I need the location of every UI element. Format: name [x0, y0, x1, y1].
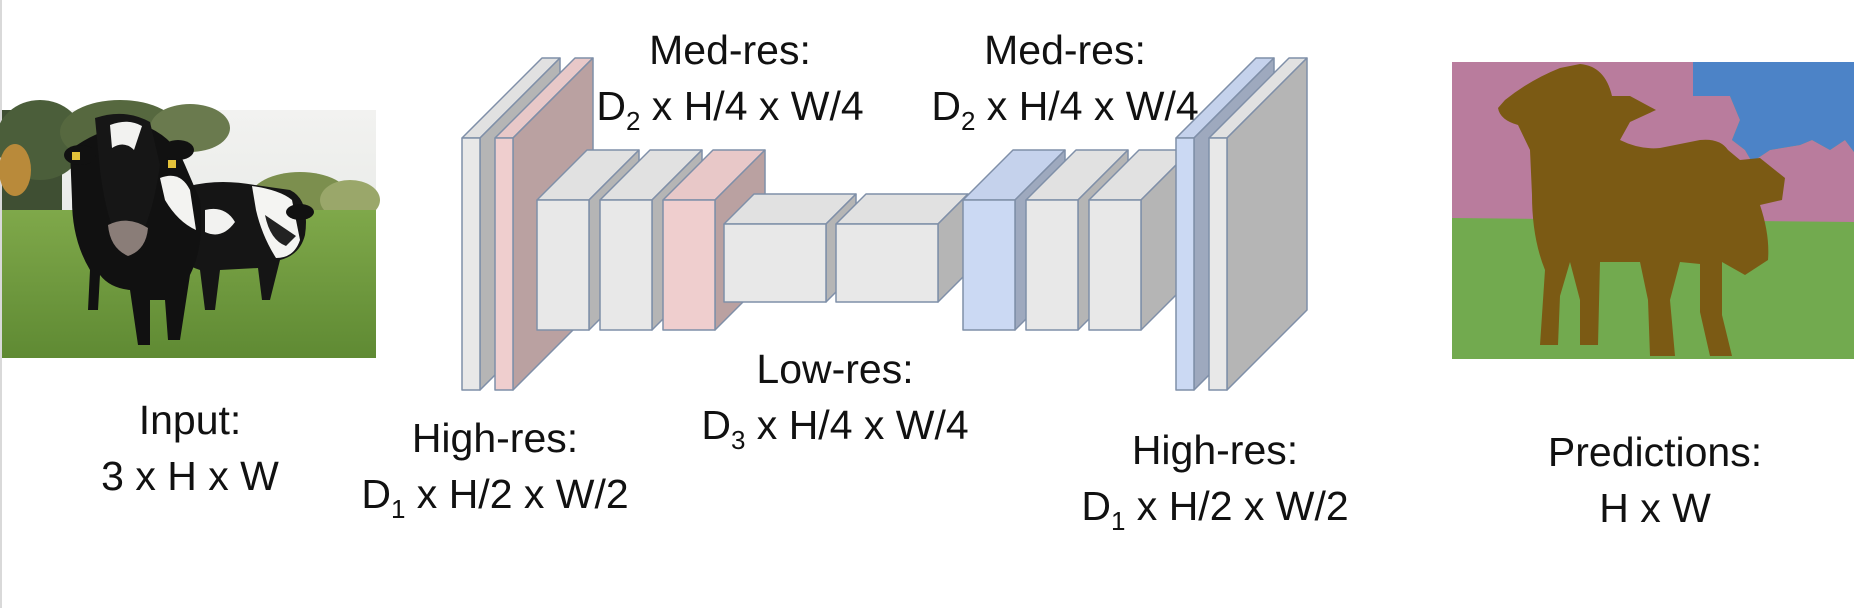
lowres-title: Low-res: — [756, 346, 914, 392]
dim-symbol: D — [596, 83, 626, 129]
predictions-title: Predictions: — [1547, 429, 1763, 475]
medres-right-title: Med-res: — [984, 27, 1146, 73]
input-dims: 3 x H x W — [101, 453, 279, 499]
block-enc-med-1-front-face — [536, 199, 590, 331]
lowres-dims-line: D3 x H/4 x W/4 — [680, 397, 990, 453]
dim-text: x H/4 x W/4 — [975, 83, 1199, 129]
prediction-map — [1452, 62, 1854, 359]
dim-text: x H/2 x W/2 — [1125, 483, 1349, 529]
medres-right-caption: Med-res: D2 x H/4 x W/4 — [910, 22, 1220, 134]
lowres-caption: Low-res: D3 x H/4 x W/4 — [680, 341, 990, 453]
block-dec-med-1-front-face — [962, 199, 1016, 331]
block-low-2-front-face — [835, 223, 939, 303]
predictions-dims: H x W — [1599, 485, 1711, 531]
dim-subscript: 1 — [390, 494, 406, 524]
seg-region-blue — [1693, 62, 1854, 162]
block-enc-med-2-front-face — [599, 199, 653, 331]
dim-symbol: D — [931, 83, 961, 129]
block-enc-high-2-front-face — [494, 137, 514, 391]
highres-right-caption: High-res: D1 x H/2 x W/2 — [1055, 422, 1375, 534]
dim-text: x H/2 x W/2 — [405, 471, 629, 517]
highres-right-dims-line: D1 x H/2 x W/2 — [1055, 478, 1375, 534]
dim-subscript: 1 — [1110, 506, 1126, 536]
highres-left-caption: High-res: D1 x H/2 x W/2 — [335, 410, 655, 522]
dim-symbol: D — [701, 402, 731, 448]
block-enc-high-1-front-face — [461, 137, 481, 391]
dim-text: x H/4 x W/4 — [745, 402, 969, 448]
block-dec-med-3-front-face — [1088, 199, 1142, 331]
dim-text: x H/4 x W/4 — [640, 83, 864, 129]
dim-subscript: 2 — [625, 106, 641, 136]
seg-region-brown — [1498, 64, 1785, 356]
medres-right-dims-line: D2 x H/4 x W/4 — [910, 78, 1220, 134]
block-dec-med-2-front-face — [1025, 199, 1079, 331]
input-photo — [0, 100, 380, 358]
block-dec-high-1-front-face — [1175, 137, 1195, 391]
block-low-1-front-face — [723, 223, 827, 303]
dim-subscript: 2 — [960, 106, 976, 136]
dim-symbol: D — [1081, 483, 1111, 529]
highres-left-title: High-res: — [411, 415, 579, 461]
medres-left-title: Med-res: — [649, 27, 811, 73]
highres-left-dims-line: D1 x H/2 x W/2 — [335, 466, 655, 522]
block-dec-high-2-front-face — [1208, 137, 1228, 391]
highres-right-title: High-res: — [1131, 427, 1299, 473]
dim-symbol: D — [361, 471, 391, 517]
input-title: Input: — [138, 397, 242, 443]
block-enc-med-3-front-face — [662, 199, 716, 331]
dim-subscript: 3 — [730, 425, 746, 455]
network-blocks — [461, 57, 1308, 391]
medres-left-caption: Med-res: D2 x H/4 x W/4 — [575, 22, 885, 134]
medres-left-dims-line: D2 x H/4 x W/4 — [575, 78, 885, 134]
predictions-caption: Predictions: H x W — [1510, 424, 1800, 536]
left-border — [0, 0, 2, 608]
input-caption: Input: 3 x H x W — [60, 392, 320, 504]
